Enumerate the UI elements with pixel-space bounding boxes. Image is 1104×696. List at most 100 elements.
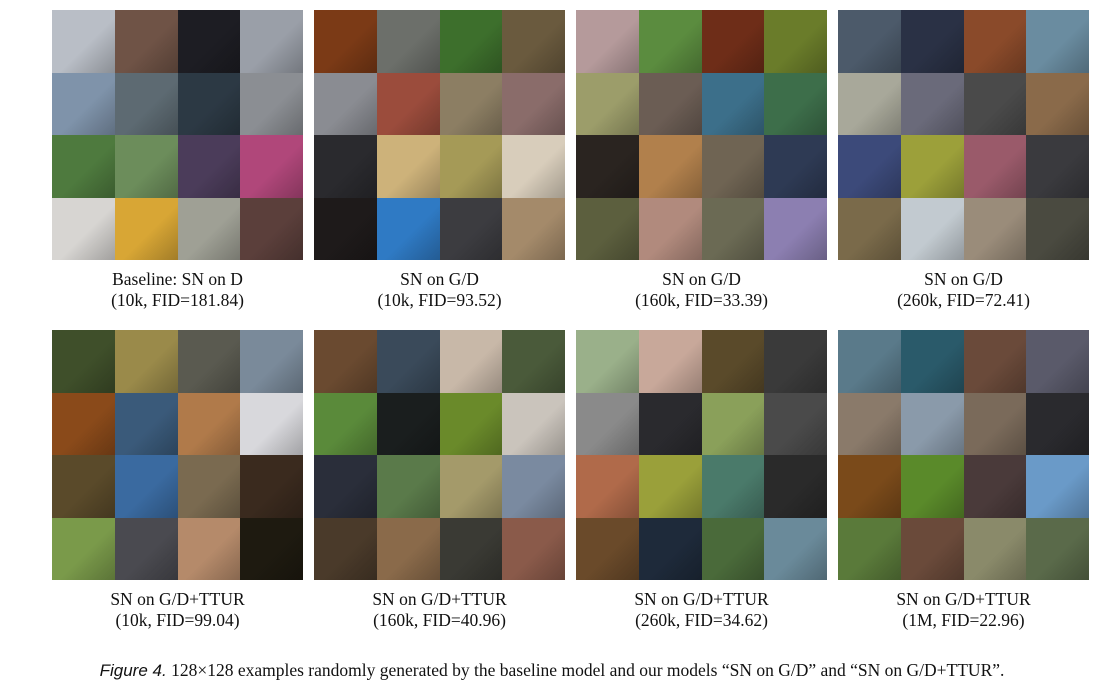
generated-sample-image xyxy=(439,455,503,518)
generated-sample-image xyxy=(638,197,702,260)
generated-sample-image xyxy=(838,517,901,580)
generated-sample-image xyxy=(1026,135,1089,198)
generated-sample-image xyxy=(838,197,901,260)
generated-sample-image xyxy=(963,197,1027,260)
sample-image-grid xyxy=(576,10,827,260)
panel-3: SN on G/D (160k, FID=33.39) xyxy=(576,10,827,311)
generated-sample-image xyxy=(764,10,827,73)
generated-sample-image xyxy=(838,10,901,73)
generated-sample-image xyxy=(439,72,503,135)
sample-image-grid xyxy=(838,330,1089,580)
sample-image-grid xyxy=(576,330,827,580)
generated-sample-image xyxy=(701,197,765,260)
generated-sample-image xyxy=(638,455,702,518)
generated-sample-image xyxy=(240,392,303,455)
generated-sample-image xyxy=(114,330,178,393)
generated-sample-image xyxy=(764,197,827,260)
generated-sample-image xyxy=(576,10,639,73)
generated-sample-image xyxy=(701,455,765,518)
sample-image-grid xyxy=(838,10,1089,260)
generated-sample-image xyxy=(1026,197,1089,260)
panel-subtitle: (160k, FID=40.96) xyxy=(373,610,506,630)
generated-sample-image xyxy=(52,517,115,580)
generated-sample-image xyxy=(52,135,115,198)
generated-sample-image xyxy=(701,517,765,580)
generated-sample-image xyxy=(638,330,702,393)
sample-image-grid xyxy=(52,330,303,580)
generated-sample-image xyxy=(314,197,377,260)
generated-sample-image xyxy=(314,135,377,198)
generated-sample-image xyxy=(576,72,639,135)
generated-sample-image xyxy=(52,197,115,260)
panel-label: SN on G/D+TTUR (10k, FID=99.04) xyxy=(52,589,303,631)
generated-sample-image xyxy=(838,72,901,135)
generated-sample-image xyxy=(314,72,377,135)
panel-4: SN on G/D (260k, FID=72.41) xyxy=(838,10,1089,311)
generated-sample-image xyxy=(764,330,827,393)
generated-sample-image xyxy=(963,455,1027,518)
generated-sample-image xyxy=(177,330,241,393)
generated-sample-image xyxy=(439,135,503,198)
generated-sample-image xyxy=(52,330,115,393)
sample-image-grid xyxy=(314,330,565,580)
generated-sample-image xyxy=(764,392,827,455)
generated-sample-image xyxy=(838,135,901,198)
generated-sample-image xyxy=(177,197,241,260)
generated-sample-image xyxy=(376,197,440,260)
generated-sample-image xyxy=(576,135,639,198)
generated-sample-image xyxy=(177,517,241,580)
panel-title: SN on G/D xyxy=(662,269,741,289)
generated-sample-image xyxy=(900,455,964,518)
generated-sample-image xyxy=(240,330,303,393)
generated-sample-image xyxy=(240,135,303,198)
generated-sample-image xyxy=(114,135,178,198)
generated-sample-image xyxy=(114,197,178,260)
figure-caption-label: Figure 4. xyxy=(99,661,167,680)
generated-sample-image xyxy=(900,197,964,260)
generated-sample-image xyxy=(376,10,440,73)
panel-title: SN on G/D xyxy=(924,269,1003,289)
generated-sample-image xyxy=(701,135,765,198)
panel-6: SN on G/D+TTUR (160k, FID=40.96) xyxy=(314,330,565,631)
generated-sample-image xyxy=(900,135,964,198)
generated-sample-image xyxy=(502,197,565,260)
generated-sample-image xyxy=(114,455,178,518)
panel-title: SN on G/D+TTUR xyxy=(372,589,507,609)
generated-sample-image xyxy=(638,392,702,455)
panel-label: SN on G/D+TTUR (260k, FID=34.62) xyxy=(576,589,827,631)
generated-sample-image xyxy=(376,392,440,455)
generated-sample-image xyxy=(240,455,303,518)
generated-sample-image xyxy=(900,10,964,73)
generated-sample-image xyxy=(52,72,115,135)
generated-sample-image xyxy=(314,517,377,580)
generated-sample-image xyxy=(52,392,115,455)
panel-7: SN on G/D+TTUR (260k, FID=34.62) xyxy=(576,330,827,631)
generated-sample-image xyxy=(314,10,377,73)
generated-sample-image xyxy=(638,10,702,73)
generated-sample-image xyxy=(502,135,565,198)
generated-sample-image xyxy=(1026,392,1089,455)
generated-sample-image xyxy=(114,517,178,580)
generated-sample-image xyxy=(764,72,827,135)
generated-sample-image xyxy=(240,10,303,73)
generated-sample-image xyxy=(240,72,303,135)
generated-sample-image xyxy=(838,392,901,455)
panel-title: SN on G/D+TTUR xyxy=(634,589,769,609)
panel-title: SN on G/D+TTUR xyxy=(110,589,245,609)
generated-sample-image xyxy=(376,135,440,198)
generated-sample-image xyxy=(838,455,901,518)
panel-subtitle: (160k, FID=33.39) xyxy=(635,290,768,310)
sample-image-grid xyxy=(314,10,565,260)
generated-sample-image xyxy=(177,455,241,518)
generated-sample-image xyxy=(701,392,765,455)
generated-sample-image xyxy=(114,392,178,455)
generated-sample-image xyxy=(502,455,565,518)
generated-sample-image xyxy=(177,392,241,455)
generated-sample-image xyxy=(900,330,964,393)
generated-sample-image xyxy=(963,72,1027,135)
generated-sample-image xyxy=(502,392,565,455)
panel-subtitle: (10k, FID=99.04) xyxy=(115,610,240,630)
panel-title: SN on G/D xyxy=(400,269,479,289)
panel-subtitle: (10k, FID=181.84) xyxy=(111,290,244,310)
generated-sample-image xyxy=(376,330,440,393)
